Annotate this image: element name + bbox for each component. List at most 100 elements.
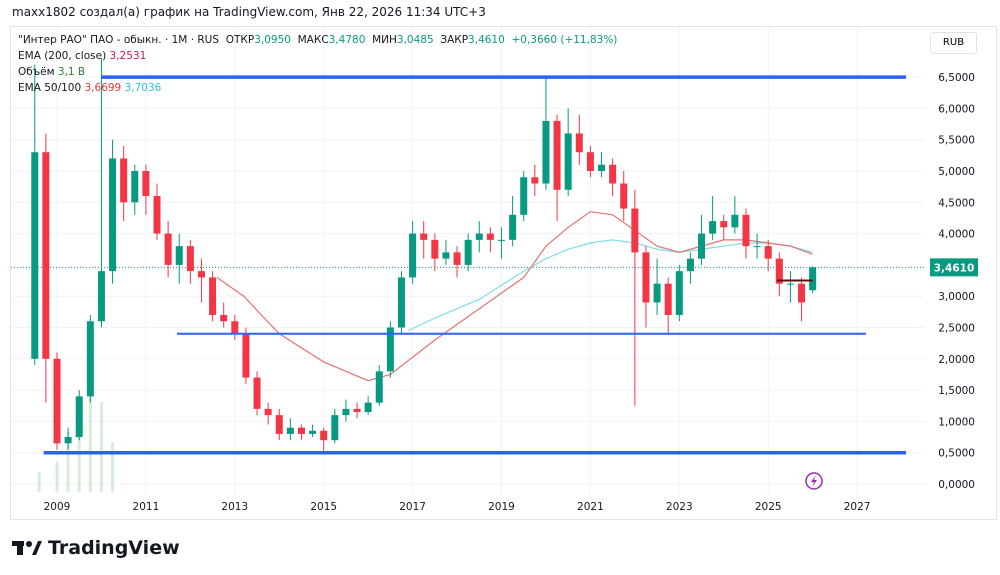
x-tick-label: 2011 (133, 501, 160, 513)
candle (742, 208, 750, 259)
y-tick-label: 2,5000 (938, 323, 975, 335)
candle-body (742, 214, 750, 247)
volume-bar (88, 392, 92, 492)
close-label: ЗАКР (440, 34, 469, 46)
candle (475, 221, 483, 253)
candle-body (31, 152, 39, 359)
candle (575, 114, 583, 165)
candle-body (97, 271, 105, 322)
open-label: ОТКР (225, 34, 255, 46)
last-price-label: 3,4610 (934, 262, 975, 274)
volume-bar (66, 432, 70, 492)
candle (386, 321, 394, 378)
candle (209, 271, 217, 322)
candle-body (275, 415, 283, 434)
high-label: МАКС (297, 34, 329, 46)
candle-body (297, 427, 305, 434)
low-value: 3,0485 (396, 34, 434, 46)
candle (664, 277, 672, 334)
candle (220, 302, 228, 328)
volume-row[interactable]: Объём 3,1 B (18, 64, 617, 80)
candle (97, 58, 105, 328)
ema50100-row[interactable]: EMA 50/100 3,6699 3,7036 (18, 80, 617, 96)
candle-body (131, 171, 139, 203)
candle (731, 196, 739, 234)
candle (42, 133, 50, 403)
candle-body (531, 177, 539, 184)
candle (486, 227, 494, 253)
chart-frame[interactable] (10, 26, 997, 520)
candle-body (242, 333, 250, 378)
y-tick-label: 6,5000 (938, 72, 975, 84)
change-value: +0,3660 (+11,83%) (511, 34, 618, 46)
candle (153, 183, 161, 240)
x-tick-label: 2009 (44, 501, 71, 513)
ema200-row[interactable]: EMA (200, close) 3,2531 (18, 48, 617, 64)
candle-body (197, 271, 205, 278)
candle-body (675, 271, 683, 315)
candle (453, 246, 461, 278)
candle (498, 227, 505, 259)
candle-body (598, 164, 606, 171)
symbol-row: "Интер РАО" ПАО - обыкн. · 1M · RUS ОТКР… (18, 32, 617, 48)
x-tick-label: 2013 (221, 501, 248, 513)
y-tick-label: 4,5000 (938, 197, 975, 209)
y-tick-label: 5,5000 (938, 135, 975, 147)
candle (175, 233, 183, 284)
candle (309, 424, 317, 438)
candle-body (375, 371, 383, 403)
candle-body (109, 158, 117, 272)
candle (53, 352, 61, 450)
candle (253, 371, 261, 416)
candle (120, 145, 128, 222)
volume-bar (111, 442, 115, 492)
candle (264, 402, 272, 425)
candle-body (331, 415, 339, 441)
y-tick-label: 0,5000 (938, 448, 975, 460)
candle-body (442, 252, 450, 259)
candle-body (809, 267, 817, 291)
candle-body (453, 252, 461, 265)
ema200-value: 3,2531 (109, 50, 147, 62)
currency-button[interactable]: RUB (930, 32, 977, 54)
candle-body (686, 258, 694, 272)
y-tick-label: 3,0000 (938, 291, 975, 303)
x-tick-label: 2027 (844, 501, 871, 513)
candle (231, 314, 239, 341)
low-label: МИН (372, 34, 397, 46)
chart-legend: "Интер РАО" ПАО - обыкн. · 1M · RUS ОТКР… (18, 32, 617, 96)
close-value: 3,4610 (468, 34, 505, 46)
ema50100-label: EMA 50/100 (18, 82, 82, 94)
candle (631, 189, 639, 406)
candle (786, 271, 794, 303)
candle (142, 164, 150, 215)
candle (86, 314, 94, 403)
candle-body (753, 246, 761, 248)
tradingview-logo[interactable]: TradingView (12, 537, 180, 559)
high-value: 3,4780 (328, 34, 366, 46)
candle-body (309, 430, 317, 434)
x-tick-label: 2015 (310, 501, 337, 513)
candle (642, 246, 650, 328)
ema50-line (216, 211, 813, 382)
candle-body (786, 283, 794, 285)
candle-body (264, 408, 272, 416)
candle (442, 239, 450, 265)
candle (31, 64, 39, 366)
candle (297, 424, 305, 441)
candle-body (120, 158, 128, 203)
x-tick-label: 2017 (399, 501, 426, 513)
candle (131, 164, 139, 215)
candle-body (520, 177, 528, 215)
candle-body (431, 239, 439, 259)
candle (698, 214, 706, 265)
candle (509, 196, 517, 247)
candle-body (253, 377, 261, 409)
candle (375, 365, 383, 406)
volume-value: 3,1 B (57, 66, 86, 78)
candle (720, 214, 728, 240)
candle (286, 418, 294, 441)
symbol-name[interactable]: "Интер РАО" ПАО - обыкн. · 1M · RUS (18, 34, 220, 46)
candle-body (142, 171, 150, 197)
